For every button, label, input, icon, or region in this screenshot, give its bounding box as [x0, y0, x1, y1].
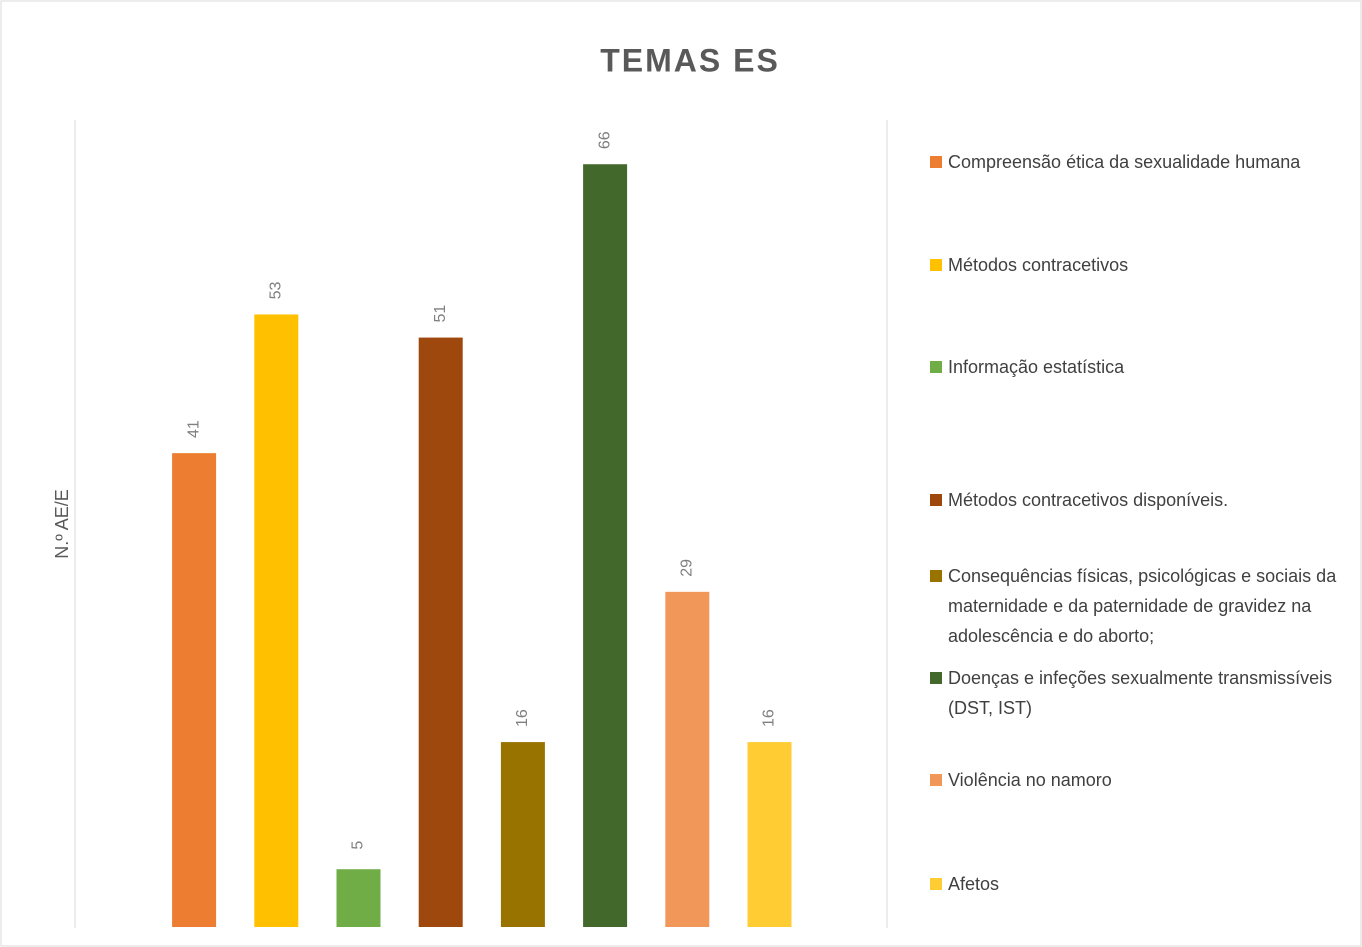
legend-label: Consequências físicas, psicológicas e so… [948, 566, 1337, 646]
legend-label: Doenças e infeções sexualmente transmiss… [948, 668, 1333, 718]
legend-label: Métodos contracetivos [948, 255, 1129, 275]
legend-swatch [930, 672, 942, 684]
legend-swatch [930, 570, 942, 582]
data-label: 5 [350, 841, 367, 850]
legend-label: Métodos contracetivos disponíveis. [948, 490, 1229, 510]
bar [418, 337, 463, 928]
data-label: 29 [679, 559, 696, 577]
legend-label: Violência no namoro [948, 770, 1112, 790]
bar [500, 742, 545, 927]
y-axis-label: N.º AE/E [52, 489, 72, 559]
legend-swatch [930, 259, 942, 271]
legend-label: Compreensão ética da sexualidade humana [948, 152, 1301, 172]
data-label: 51 [432, 305, 449, 323]
bar [336, 869, 381, 927]
data-label: 16 [514, 709, 531, 727]
legend-swatch [930, 361, 942, 373]
legend-swatch [930, 878, 942, 890]
bar [172, 453, 217, 927]
data-label: 66 [596, 131, 613, 149]
legend-label: Informação estatística [948, 357, 1125, 377]
data-label: 16 [761, 709, 778, 727]
bar [583, 164, 628, 927]
legend-swatch [930, 156, 942, 168]
bar [254, 314, 299, 927]
bar [747, 742, 792, 927]
data-label: 41 [185, 420, 202, 438]
legend-swatch [930, 494, 942, 506]
data-label: 53 [268, 281, 285, 299]
chart-title: TEMAS ES [600, 42, 780, 78]
legend-swatch [930, 774, 942, 786]
legend-label: Afetos [948, 874, 1000, 894]
bar [665, 591, 710, 927]
